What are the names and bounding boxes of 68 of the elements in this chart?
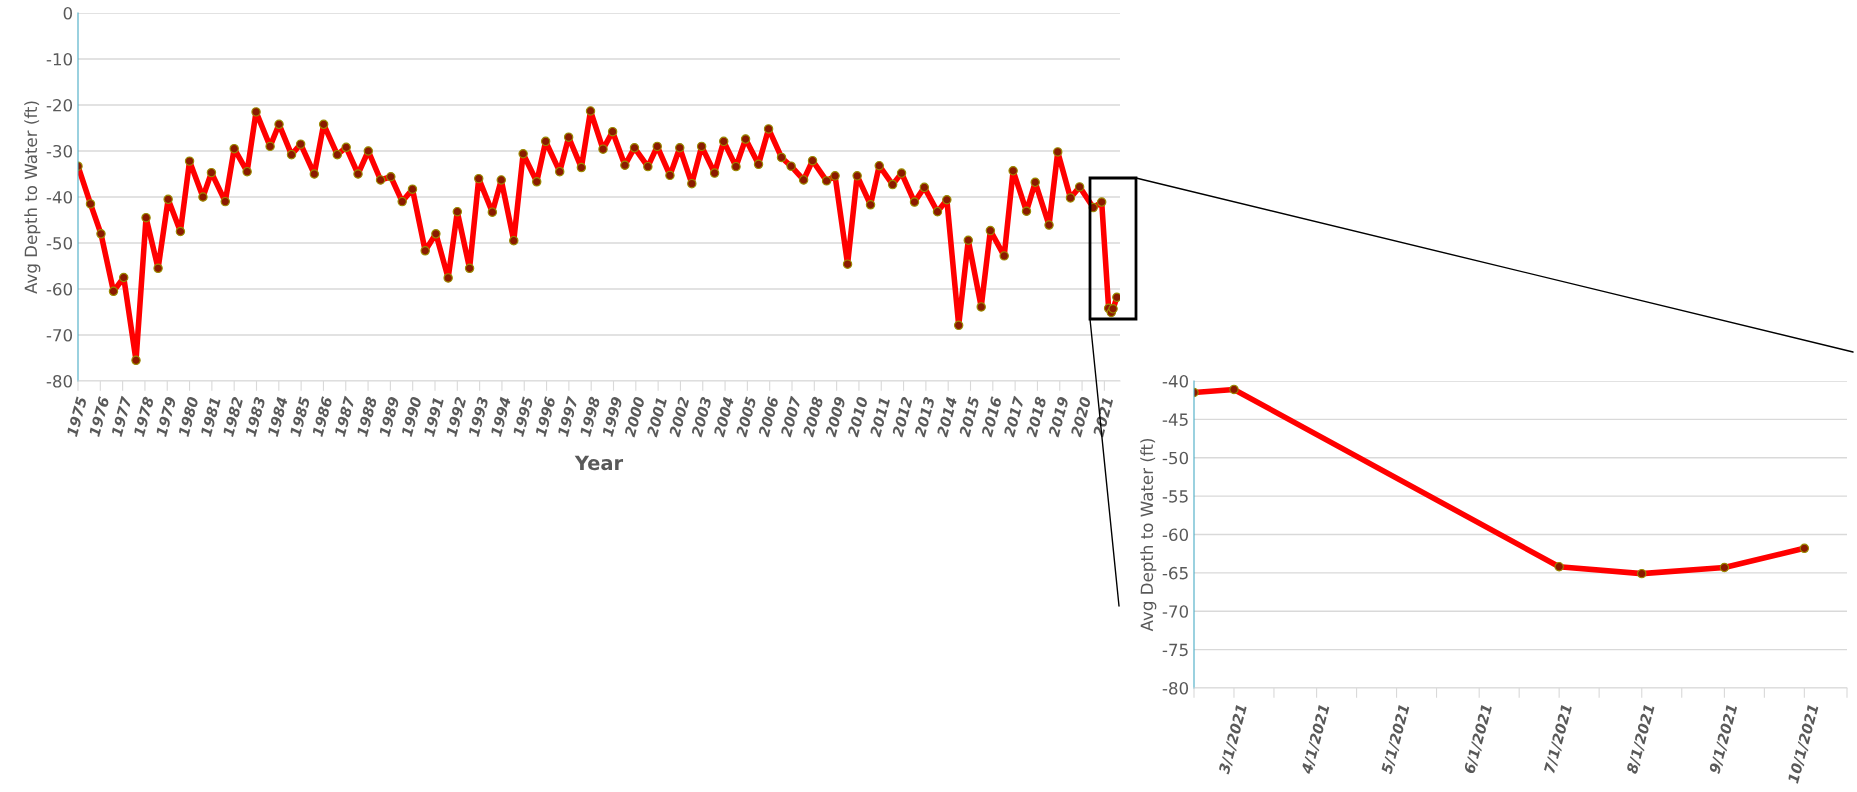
y-axis-title: Avg Depth to Water (ft) (1140, 438, 1157, 632)
x-tick-label: 1989 (378, 396, 400, 438)
x-tick-label: 2017 (1003, 395, 1025, 438)
x-axis-title: Year (574, 455, 624, 471)
x-tick-label: 1987 (334, 395, 356, 438)
x-tick-label: 1977 (110, 395, 132, 438)
y-tick-label: -50 (46, 236, 73, 250)
x-tick-label: 2003 (690, 396, 712, 438)
x-tick-label: 1985 (289, 396, 311, 438)
x-tick-label: 2011 (869, 397, 891, 438)
x-tick-label: 1990 (401, 396, 422, 438)
x-tick-label: 1994 (490, 396, 512, 438)
x-tick-label: 2006 (757, 396, 779, 438)
y-tick-label: -40 (1162, 374, 1189, 388)
y-tick-label: -45 (1162, 413, 1188, 426)
x-tick-label: 1988 (356, 396, 378, 438)
y-tick-label: -50 (1162, 451, 1189, 465)
x-tick-label: 2004 (713, 396, 735, 438)
y-tick-label: -55 (1162, 490, 1188, 503)
x-tick-label: 1991 (423, 397, 444, 438)
y-tick-label: -80 (46, 374, 73, 388)
x-tick-label: 2015 (958, 396, 980, 438)
x-tick-label: 1982 (222, 396, 244, 438)
x-tick-label: 1984 (267, 396, 288, 438)
x-tick-label: 1993 (467, 396, 489, 438)
x-tick-label: 1995 (512, 396, 534, 438)
x-tick-label: 2014 (936, 396, 958, 438)
x-tick-label: 2002 (668, 396, 690, 438)
x-tick-label: 2012 (891, 396, 913, 438)
x-tick-label: 1980 (177, 396, 199, 438)
y-tick-label: -10 (46, 52, 73, 66)
x-tick-label: 1979 (155, 396, 177, 438)
x-tick-label: 2021 (1092, 397, 1114, 438)
y-tick-label: -70 (46, 328, 73, 342)
x-tick-label: 2019 (1047, 396, 1069, 438)
x-tick-label: 2005 (735, 396, 757, 438)
x-tick-label: 1992 (445, 396, 467, 438)
x-tick-label: 1999 (601, 396, 623, 438)
y-axis-title: Avg Depth to Water (ft) (24, 101, 41, 294)
x-tick-label: 1998 (579, 396, 601, 438)
y-tick-label: -75 (1162, 643, 1188, 657)
y-tick-label: -70 (1162, 605, 1189, 618)
y-tick-label: -60 (1162, 528, 1189, 542)
x-tick-label: 1986 (311, 396, 333, 438)
x-tick-label: 2000 (624, 396, 646, 438)
x-tick-label: 2001 (646, 397, 668, 438)
x-tick-label: 1983 (244, 396, 266, 438)
x-tick-label: 1981 (200, 397, 221, 438)
y-tick-label: -40 (46, 190, 73, 204)
x-tick-label: 2007 (780, 395, 802, 438)
y-tick-label: -30 (46, 144, 73, 158)
x-tick-label: 1976 (88, 396, 110, 438)
x-tick-label: 2013 (914, 396, 935, 438)
y-tick-label: -65 (1162, 566, 1188, 580)
x-tick-label: 2010 (847, 396, 869, 438)
y-tick-label: -80 (1162, 681, 1189, 695)
x-tick-label: 2009 (824, 396, 846, 438)
x-tick-label: 1996 (534, 396, 556, 438)
x-tick-label: 2016 (981, 396, 1003, 438)
x-tick-label: 1975 (66, 396, 88, 438)
x-tick-label: 2018 (1025, 396, 1047, 438)
x-tick-label: 1997 (557, 395, 579, 438)
x-tick-label: 1978 (133, 396, 155, 438)
y-tick-label: 0 (63, 6, 73, 20)
y-tick-label: -20 (46, 98, 73, 112)
x-tick-label: 2008 (802, 396, 824, 438)
x-tick-label: 2020 (1070, 396, 1092, 438)
y-tick-label: -60 (46, 282, 73, 296)
